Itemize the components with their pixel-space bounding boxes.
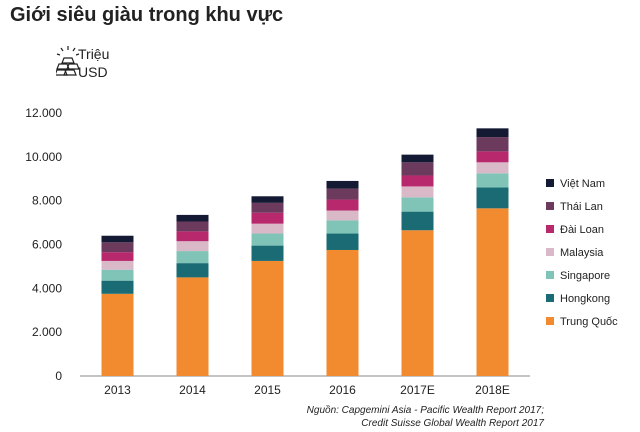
- legend-label: Trung Quốc: [560, 316, 618, 328]
- bar-segment: [401, 230, 434, 376]
- bar-segment: [476, 187, 509, 209]
- unit-label-line2: USD: [78, 64, 108, 80]
- bar-segment: [176, 263, 209, 278]
- bar-segment: [326, 180, 359, 189]
- bar-segment: [251, 245, 284, 261]
- legend-swatch: [546, 202, 554, 210]
- x-tick-label: 2015: [254, 383, 281, 397]
- y-tick-label: 6.000: [32, 238, 62, 252]
- bar-segment: [326, 233, 359, 250]
- legend-swatch: [546, 248, 554, 256]
- bar-segment: [176, 241, 209, 252]
- bar-segment: [476, 173, 509, 188]
- bar-segment: [176, 251, 209, 264]
- bar-segment: [101, 269, 134, 281]
- x-tick-label: 2017E: [400, 383, 435, 397]
- unit-label: Triệu USD: [78, 45, 109, 81]
- bar-segment: [476, 137, 509, 152]
- legend-swatch: [546, 179, 554, 187]
- bar-segment: [401, 175, 434, 187]
- legend-label: Việt Nam: [560, 178, 605, 190]
- y-tick-label: 0: [55, 369, 62, 383]
- legend-label: Hongkong: [560, 293, 610, 305]
- bar-segment: [101, 280, 134, 294]
- y-tick-label: 10.000: [25, 150, 62, 164]
- bar-segment: [476, 162, 509, 174]
- bar-segment: [101, 252, 134, 261]
- unit-label-line1: Triệu: [78, 46, 110, 62]
- bar-segment: [251, 212, 284, 224]
- bar-segment: [326, 210, 359, 221]
- bar-segment: [401, 162, 434, 176]
- bar-segment: [251, 260, 284, 376]
- bar-segment: [476, 208, 509, 376]
- legend-swatch: [546, 294, 554, 302]
- bar-segment: [101, 260, 134, 270]
- bar-segment: [251, 233, 284, 246]
- bar-segment: [326, 220, 359, 234]
- gold-bars-icon: [56, 46, 80, 76]
- bar-segment: [326, 188, 359, 200]
- y-tick-label: 4.000: [32, 281, 62, 295]
- bar-segment: [176, 221, 209, 232]
- legend-label: Malaysia: [560, 247, 604, 259]
- legend-swatch: [546, 317, 554, 325]
- y-tick-label: 2.000: [32, 325, 62, 339]
- bar-segment: [251, 202, 284, 213]
- bar-segment: [476, 128, 509, 138]
- bar-segment: [326, 199, 359, 211]
- y-tick-label: 12.000: [25, 106, 62, 120]
- bar-segment: [401, 186, 434, 198]
- bar-segment: [251, 223, 284, 234]
- x-tick-label: 2013: [104, 383, 131, 397]
- bar-segment: [401, 197, 434, 212]
- bar-segment: [251, 196, 284, 203]
- legend-label: Singapore: [560, 270, 610, 282]
- x-tick-label: 2014: [179, 383, 206, 397]
- bar-segment: [401, 211, 434, 231]
- x-tick-label: 2018E: [475, 383, 510, 397]
- bar-segment: [101, 242, 134, 253]
- bar-segment: [326, 249, 359, 376]
- source-note: Nguồn: Capgemini Asia - Pacific Wealth R…: [307, 404, 544, 430]
- legend-label: Thái Lan: [560, 201, 603, 213]
- x-tick-label: 2016: [329, 383, 356, 397]
- bar-segment: [176, 214, 209, 222]
- bar-segment: [101, 293, 134, 376]
- bar-segment: [101, 235, 134, 243]
- legend-label: Đài Loan: [560, 224, 604, 236]
- chart-title: Giới siêu giàu trong khu vực: [10, 4, 284, 26]
- bar-segment: [176, 231, 209, 242]
- bar-segment: [476, 151, 509, 163]
- source-line2: Credit Suisse Global Wealth Report 2017: [361, 418, 544, 429]
- bar-segment: [176, 277, 209, 376]
- legend-swatch: [546, 225, 554, 233]
- source-line1: Nguồn: Capgemini Asia - Pacific Wealth R…: [306, 405, 544, 416]
- y-tick-label: 8.000: [32, 194, 62, 208]
- legend-swatch: [546, 271, 554, 279]
- bar-segment: [401, 154, 434, 163]
